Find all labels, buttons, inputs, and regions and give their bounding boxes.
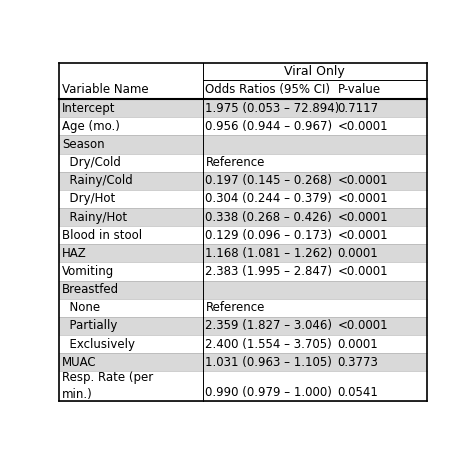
Text: <0.0001: <0.0001 bbox=[337, 265, 388, 278]
Text: Vomiting: Vomiting bbox=[62, 265, 114, 278]
Text: 2.383 (1.995 – 2.847): 2.383 (1.995 – 2.847) bbox=[205, 265, 332, 278]
Bar bbox=[59, 172, 427, 190]
Bar bbox=[59, 154, 427, 172]
Bar bbox=[59, 208, 427, 226]
Text: 0.338 (0.268 – 0.426): 0.338 (0.268 – 0.426) bbox=[205, 211, 332, 224]
Text: 2.400 (1.554 – 3.705): 2.400 (1.554 – 3.705) bbox=[205, 338, 332, 351]
Text: 0.0001: 0.0001 bbox=[337, 247, 378, 260]
Text: 0.304 (0.244 – 0.379): 0.304 (0.244 – 0.379) bbox=[205, 193, 332, 206]
Bar bbox=[59, 371, 427, 401]
Text: Reference: Reference bbox=[205, 156, 265, 169]
Text: Breastfed: Breastfed bbox=[62, 283, 119, 296]
Text: None: None bbox=[62, 301, 100, 314]
Text: Intercept: Intercept bbox=[62, 102, 116, 115]
Text: Season: Season bbox=[62, 138, 105, 151]
Bar bbox=[59, 190, 427, 208]
Text: 0.3773: 0.3773 bbox=[337, 356, 379, 369]
Text: min.): min.) bbox=[62, 388, 93, 401]
Bar bbox=[59, 262, 427, 280]
Bar bbox=[59, 99, 427, 117]
Text: Blood in stool: Blood in stool bbox=[62, 229, 142, 242]
Text: Dry/Hot: Dry/Hot bbox=[62, 193, 116, 206]
Text: 0.0001: 0.0001 bbox=[337, 338, 378, 351]
Text: <0.0001: <0.0001 bbox=[337, 211, 388, 224]
Bar bbox=[59, 135, 427, 154]
Text: Exclusively: Exclusively bbox=[62, 338, 135, 351]
Text: Viral Only: Viral Only bbox=[284, 65, 345, 78]
Text: <0.0001: <0.0001 bbox=[337, 320, 388, 333]
Text: <0.0001: <0.0001 bbox=[337, 229, 388, 242]
Text: Age (mo.): Age (mo.) bbox=[62, 120, 120, 133]
Text: 1.975 (0.053 – 72.894): 1.975 (0.053 – 72.894) bbox=[205, 102, 340, 115]
Bar bbox=[59, 353, 427, 371]
Text: 0.197 (0.145 – 0.268): 0.197 (0.145 – 0.268) bbox=[205, 174, 332, 187]
Text: Variable Name: Variable Name bbox=[62, 83, 149, 96]
Text: 0.129 (0.096 – 0.173): 0.129 (0.096 – 0.173) bbox=[205, 229, 332, 242]
Text: HAZ: HAZ bbox=[62, 247, 87, 260]
Bar bbox=[59, 280, 427, 299]
Text: 0.0541: 0.0541 bbox=[337, 386, 379, 399]
Text: 2.359 (1.827 – 3.046): 2.359 (1.827 – 3.046) bbox=[205, 320, 332, 333]
Text: Rainy/Hot: Rainy/Hot bbox=[62, 211, 128, 224]
Text: <0.0001: <0.0001 bbox=[337, 193, 388, 206]
Bar bbox=[59, 79, 427, 99]
Bar bbox=[59, 317, 427, 335]
Bar bbox=[59, 244, 427, 262]
Text: 1.031 (0.963 – 1.105): 1.031 (0.963 – 1.105) bbox=[205, 356, 332, 369]
Bar bbox=[59, 299, 427, 317]
Text: 0.7117: 0.7117 bbox=[337, 102, 379, 115]
Text: 0.990 (0.979 – 1.000): 0.990 (0.979 – 1.000) bbox=[205, 386, 332, 399]
Text: Resp. Rate (per: Resp. Rate (per bbox=[62, 371, 154, 384]
Bar bbox=[59, 117, 427, 135]
Text: <0.0001: <0.0001 bbox=[337, 120, 388, 133]
Bar bbox=[59, 335, 427, 353]
Text: MUAC: MUAC bbox=[62, 356, 97, 369]
Text: 1.168 (1.081 – 1.262): 1.168 (1.081 – 1.262) bbox=[205, 247, 333, 260]
Bar bbox=[59, 226, 427, 244]
Text: Partially: Partially bbox=[62, 320, 118, 333]
Text: 0.956 (0.944 – 0.967): 0.956 (0.944 – 0.967) bbox=[205, 120, 333, 133]
Text: Rainy/Cold: Rainy/Cold bbox=[62, 174, 133, 187]
Text: Reference: Reference bbox=[205, 301, 265, 314]
Text: Odds Ratios (95% CI): Odds Ratios (95% CI) bbox=[205, 83, 330, 96]
Text: P-value: P-value bbox=[337, 83, 381, 96]
Text: <0.0001: <0.0001 bbox=[337, 174, 388, 187]
Text: Dry/Cold: Dry/Cold bbox=[62, 156, 121, 169]
Bar bbox=[59, 62, 427, 79]
